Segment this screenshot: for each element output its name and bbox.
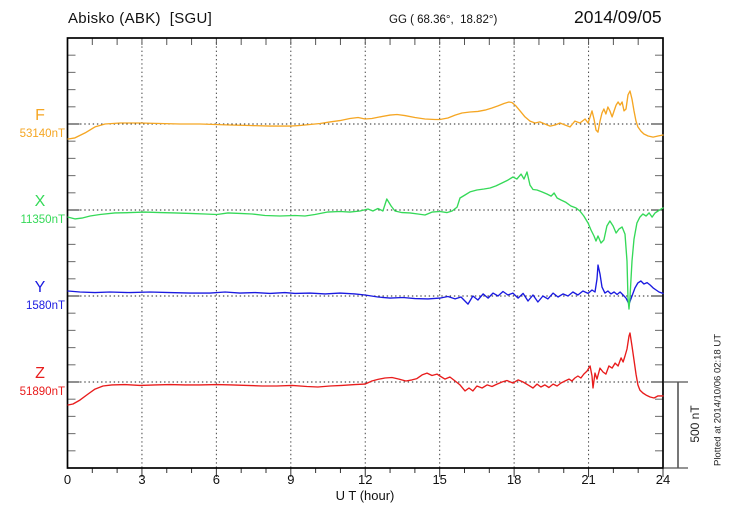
- station-title: Abisko (ABK) [SGU]: [68, 10, 213, 27]
- z-trace: [67, 332, 664, 406]
- channel-label-x: X: [34, 193, 46, 210]
- channel-value-f: 53140nT: [19, 128, 65, 140]
- x-tick-label-15: 15: [432, 472, 447, 487]
- y-trace: [67, 264, 664, 305]
- channel-value-y: 1580nT: [25, 300, 65, 312]
- scale-bar-label: 500 nT: [688, 405, 702, 443]
- x-tick-label-3: 3: [138, 472, 146, 487]
- channel-value-z: 51890nT: [19, 386, 65, 398]
- x-tick-label-12: 12: [358, 472, 373, 487]
- channel-label-y: Y: [34, 279, 46, 296]
- f-trace: [67, 90, 664, 140]
- x-tick-label-18: 18: [506, 472, 522, 487]
- geo-coordinates: GG ( 68.36°, 18.82°): [389, 14, 498, 26]
- x-trace: [67, 171, 664, 310]
- x-tick-label-0: 0: [63, 472, 72, 487]
- x-tick-label-24: 24: [655, 472, 671, 487]
- plot-date: 2014/09/05: [574, 7, 662, 27]
- plotted-at-note: Plotted at 2014/10/06 02:18 UT: [712, 333, 724, 467]
- x-tick-label-9: 9: [287, 472, 295, 487]
- x-tick-label-6: 6: [212, 472, 220, 487]
- channel-label-z: Z: [35, 365, 45, 382]
- channel-value-x: 11350nT: [20, 214, 65, 226]
- channel-label-f: F: [35, 107, 45, 124]
- x-axis-label: U T (hour): [335, 488, 395, 503]
- plot-frame: [66, 37, 664, 469]
- x-tick-label-21: 21: [581, 472, 596, 487]
